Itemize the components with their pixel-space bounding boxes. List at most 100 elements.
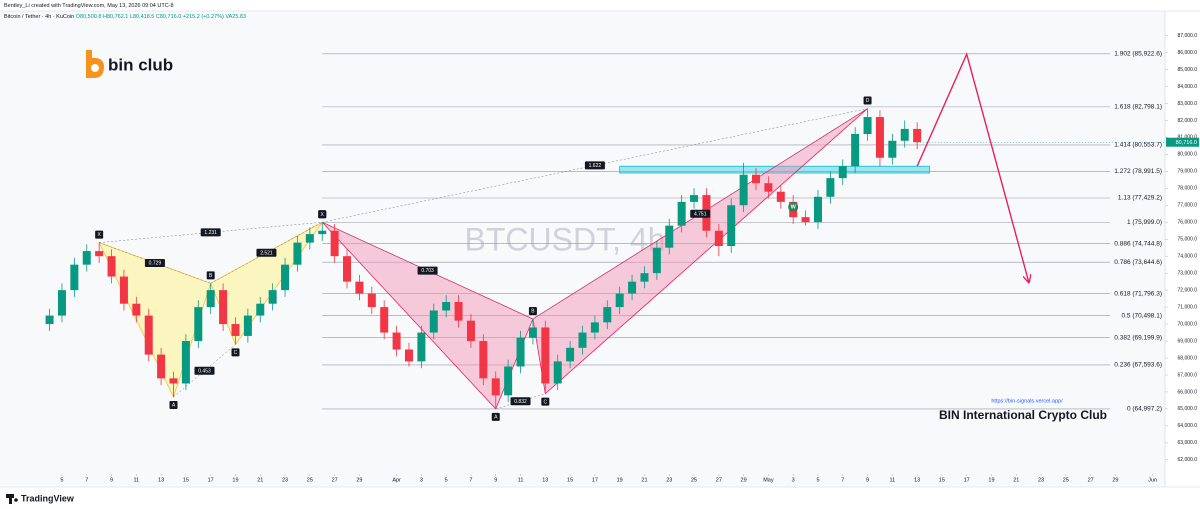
candle-body <box>330 230 339 257</box>
x-tick-label: 19 <box>988 477 994 483</box>
footer-logo-icon <box>6 494 14 504</box>
point-label: B <box>209 273 213 279</box>
candle-body <box>739 174 748 206</box>
candle-body <box>677 201 686 226</box>
fib-label: 0.786 (73,644.6) <box>1114 259 1162 266</box>
fib-label: 1.414 (80,553.7) <box>1114 142 1162 149</box>
candle-body <box>305 234 314 243</box>
y-tick-label: 62,000.0 <box>1178 457 1198 463</box>
candle-body <box>231 324 240 336</box>
point-label: X <box>321 212 325 218</box>
ratio-label: 0.832 <box>514 399 527 405</box>
x-tick-label: 5 <box>60 477 63 483</box>
point-label: D <box>866 98 870 104</box>
y-tick-label: 65,000.0 <box>1178 406 1198 412</box>
ratio-box <box>584 161 605 170</box>
y-tick-label: 77,000.0 <box>1178 203 1198 209</box>
point-label: C <box>544 399 548 405</box>
x-tick-label: 17 <box>208 477 214 483</box>
candle-body <box>652 247 661 274</box>
candle-body <box>70 264 79 291</box>
fib-label: 1.272 (78,991.5) <box>1114 168 1162 175</box>
y-tick-label: 72,000.0 <box>1178 287 1198 293</box>
fib-label: 0 (64,997.2) <box>1127 406 1162 413</box>
candle-body <box>392 332 401 350</box>
ratio-box <box>417 266 438 275</box>
ratio-line <box>210 222 323 284</box>
candle-body <box>851 134 860 167</box>
candle-body <box>628 281 637 294</box>
y-tick-label: 85,000.0 <box>1178 67 1198 73</box>
candle-body <box>528 327 537 338</box>
point-box <box>169 401 178 410</box>
x-tick-label: 23 <box>282 477 288 483</box>
candle-body <box>181 341 190 384</box>
candle-body <box>256 303 265 316</box>
point-box <box>231 348 240 357</box>
candle-body <box>243 315 252 336</box>
candle-body <box>714 230 723 246</box>
x-tick-label: 27 <box>1088 477 1094 483</box>
candle-body <box>590 322 599 333</box>
ohlc-open: O80,500.8 <box>76 14 102 20</box>
x-tick-label: 7 <box>841 477 844 483</box>
x-tick-label: 21 <box>257 477 263 483</box>
candle-body <box>863 117 872 134</box>
point-label: A <box>494 415 498 421</box>
candle-body <box>764 183 773 192</box>
ratio-box <box>194 366 215 375</box>
x-tick-label: 29 <box>356 477 362 483</box>
candle-body <box>516 337 525 367</box>
ratio-line <box>322 222 534 320</box>
symbol-name: Bitcoin / Tether · 4h · KuCoin <box>4 14 74 20</box>
x-tick-label: 23 <box>666 477 672 483</box>
axis-layer: 62,000.0 63,000.0 64,000.0 65,000.0 66,000.0… <box>60 33 1197 484</box>
x-tick-label: 9 <box>494 477 497 483</box>
y-tick-label: 71,000.0 <box>1178 304 1198 310</box>
x-tick-label: 17 <box>592 477 598 483</box>
ohlc-high: H80,762.1 <box>103 14 128 20</box>
ratio-label: 4.751 <box>694 211 707 217</box>
candle-body <box>727 205 736 246</box>
y-tick-label: 83,000.0 <box>1178 101 1198 107</box>
candle-body <box>566 347 575 362</box>
y-tick-label: 87,000.0 <box>1178 33 1198 39</box>
x-tick-label: 19 <box>232 477 238 483</box>
candle-body <box>417 332 426 362</box>
footer-brand: TradingView <box>21 493 75 503</box>
candle-body <box>57 290 66 316</box>
x-tick-label: Jun <box>1148 477 1157 483</box>
x-tick-label: 11 <box>133 477 139 483</box>
candle-body <box>429 310 438 333</box>
point-box <box>318 210 327 219</box>
x-tick-label: 11 <box>889 477 895 483</box>
x-tick-label: 13 <box>542 477 548 483</box>
x-tick-label: 7 <box>85 477 88 483</box>
y-tick-label: 69,000.0 <box>1178 338 1198 344</box>
candle-body <box>541 327 550 384</box>
point-box <box>528 306 537 315</box>
point-box <box>206 271 215 280</box>
candle-body <box>454 302 463 321</box>
x-tick-label: 9 <box>866 477 869 483</box>
candle-body <box>752 174 761 184</box>
y-tick-label: 66,000.0 <box>1178 389 1198 395</box>
ratio-box <box>510 397 531 406</box>
candle-body <box>82 251 91 265</box>
point-box <box>95 230 104 239</box>
ratio-box <box>144 258 165 267</box>
x-tick-label: 25 <box>1063 477 1069 483</box>
logo-text: bin club <box>108 55 173 74</box>
y-tick-label: 84,000.0 <box>1178 84 1198 90</box>
url-text: https://bin-signals.vercel.app/ <box>991 398 1063 404</box>
point-label: C <box>234 350 238 356</box>
ratio-line <box>322 108 868 223</box>
x-tick-label: 25 <box>307 477 313 483</box>
labels-layer: 0.729 0.453 2.521 1.231 X A B C D 0.703 0.832 4.751… <box>95 96 1199 421</box>
header-credit: Bentley_Li created with TradingView.com,… <box>4 3 174 9</box>
y-tick-label: 82,000.0 <box>1178 118 1198 124</box>
x-tick-label: 9 <box>110 477 113 483</box>
y-tick-label: 79,000.0 <box>1178 169 1198 175</box>
candle-body <box>888 140 897 158</box>
candle-body <box>404 349 413 362</box>
